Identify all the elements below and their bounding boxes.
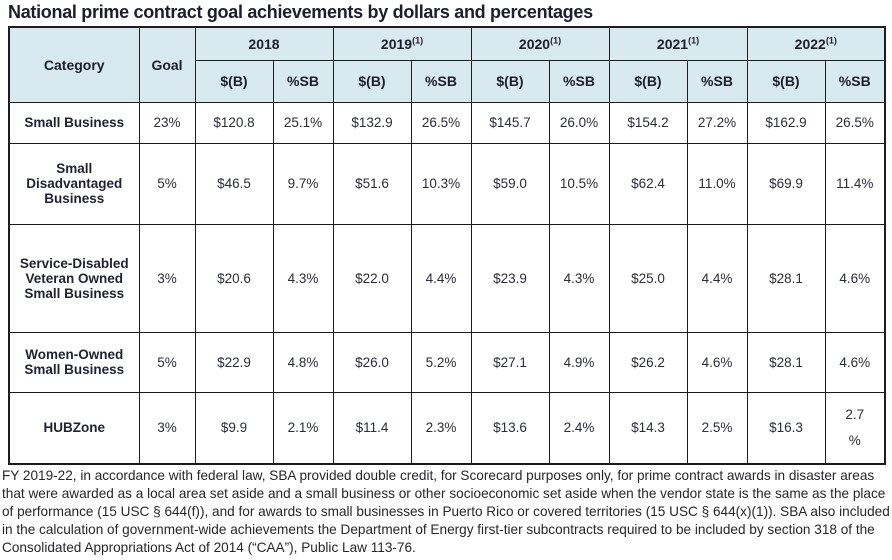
year-label: 2020	[518, 35, 551, 52]
value-cell: $120.8	[194, 101, 274, 144]
category-cell: Women-Owned Small Business	[8, 331, 140, 393]
goal-cell: 3%	[138, 391, 196, 465]
value-cell: $132.9	[332, 101, 412, 144]
percent-header-2018: %SB	[272, 59, 334, 103]
value-cell: 4.6%	[824, 331, 886, 393]
goal-cell: 5%	[138, 142, 196, 225]
value-cell: 2.1%	[272, 391, 334, 465]
table-row-small-disadvantaged-business: Small Disadvantaged Business 5% $46.5 9.…	[8, 142, 886, 225]
value-cell: 4.6%	[686, 331, 748, 393]
value-cell: 4.3%	[548, 223, 610, 333]
value-cell: 4.4%	[410, 223, 472, 333]
value-cell: 10.3%	[410, 142, 472, 225]
footnote-marker: (1)	[550, 35, 562, 46]
measure-header-row: $(B) %SB $(B) %SB $(B) %SB $(B) %SB $(B)…	[9, 59, 886, 103]
dollars-header-2019: $(B)	[332, 59, 412, 103]
table-footnote: FY 2019-22, in accordance with federal l…	[2, 468, 890, 556]
percent-header-2020: %SB	[548, 59, 610, 103]
table-row-small-business: Small Business 23% $120.8 25.1% $132.9 2…	[8, 101, 886, 144]
value-cell: $22.0	[332, 223, 412, 333]
value-cell: $26.2	[608, 331, 688, 393]
value-cell: $62.4	[608, 142, 688, 225]
percent-header-2019: %SB	[410, 59, 472, 103]
value-cell: 5.2%	[410, 331, 472, 393]
value-cell: $51.6	[332, 142, 412, 225]
value-cell: 27.2%	[686, 101, 748, 144]
value-cell: $22.9	[194, 331, 274, 393]
year-header-2018: 2018	[194, 26, 334, 61]
percent-header-2021: %SB	[686, 59, 748, 103]
category-cell: Service-Disabled Veteran Owned Small Bus…	[8, 223, 140, 333]
value-cell: 2.7 %	[824, 391, 886, 465]
value-cell: $13.6	[470, 391, 550, 465]
value-cell: $69.9	[746, 142, 826, 225]
dollars-header-2021: $(B)	[608, 59, 688, 103]
value-cell: $27.1	[470, 331, 550, 393]
year-label: 2019	[380, 35, 413, 52]
goal-cell: 5%	[138, 331, 196, 393]
year-header-2021: 2021(1)	[608, 26, 748, 61]
value-cell: $25.0	[608, 223, 688, 333]
goal-column-header: Goal	[138, 26, 196, 103]
category-cell: HUBZone	[8, 391, 140, 465]
category-cell: Small Business	[8, 101, 140, 144]
value-cell: 9.7%	[272, 142, 334, 225]
percent-header-2022: %SB	[824, 59, 886, 103]
dollars-header-2020: $(B)	[470, 59, 550, 103]
table-row-sdvosb: Service-Disabled Veteran Owned Small Bus…	[8, 223, 886, 333]
goal-cell: 23%	[138, 101, 196, 144]
year-header-2019: 2019(1)	[332, 26, 472, 61]
value-cell: 4.3%	[272, 223, 334, 333]
year-header-row: Category Goal 2018 2019(1) 2020(1) 2021(…	[8, 26, 886, 103]
value-cell: 4.8%	[272, 331, 334, 393]
value-cell: 4.9%	[548, 331, 610, 393]
value-cell: 4.4%	[686, 223, 748, 333]
value-cell: 2.4%	[548, 391, 610, 465]
table-header: Category Goal 2018 2019(1) 2020(1) 2021(…	[8, 26, 886, 103]
table-row-hubzone: HUBZone 3% $9.9 2.1% $11.4 2.3% $13.6 2.…	[8, 391, 886, 465]
value-cell: 11.0%	[686, 142, 748, 225]
value-cell: 10.5%	[548, 142, 610, 225]
value-cell: $59.0	[470, 142, 550, 225]
value-cell: 2.3%	[410, 391, 472, 465]
value-cell: 11.4%	[824, 142, 886, 225]
value-cell: 25.1%	[272, 101, 334, 144]
value-cell: $11.4	[332, 391, 412, 465]
year-label: 2022	[794, 35, 826, 52]
dollars-header-2022: $(B)	[746, 59, 826, 103]
year-label: 2018	[248, 35, 280, 52]
value-cell: $28.1	[746, 223, 826, 333]
goal-achievements-table: Category Goal 2018 2019(1) 2020(1) 2021(…	[8, 26, 886, 465]
value-cell: $26.0	[332, 331, 412, 393]
footnote-marker: (1)	[688, 35, 700, 46]
category-cell: Small Disadvantaged Business	[8, 142, 140, 225]
value-cell: $20.6	[194, 223, 274, 333]
value-cell: $14.3	[608, 391, 688, 465]
dollars-header-2018: $(B)	[194, 59, 274, 103]
value-cell: $154.2	[608, 101, 688, 144]
value-cell: 26.0%	[548, 101, 610, 144]
value-cell: 2.5%	[686, 391, 748, 465]
table-row-women-owned-small-business: Women-Owned Small Business 5% $22.9 4.8%…	[8, 331, 886, 393]
goal-cell: 3%	[138, 223, 196, 333]
category-column-header: Category	[8, 26, 140, 103]
value-cell: $28.1	[746, 331, 826, 393]
year-header-2022: 2022(1)	[746, 26, 886, 61]
value-cell: $23.9	[470, 223, 550, 333]
value-cell: $145.7	[470, 101, 550, 144]
value-cell: 26.5%	[410, 101, 472, 144]
page-title: National prime contract goal achievement…	[8, 2, 593, 22]
year-label: 2021	[656, 35, 689, 52]
year-header-2020: 2020(1)	[470, 26, 610, 61]
value-cell: $46.5	[194, 142, 274, 225]
value-cell: $162.9	[746, 101, 826, 144]
value-cell: $16.3	[746, 391, 826, 465]
footnote-marker: (1)	[412, 35, 424, 46]
value-cell: 26.5%	[824, 101, 886, 144]
footnote-marker: (1)	[825, 35, 837, 46]
value-cell: 4.6%	[824, 223, 886, 333]
table-body: Small Business 23% $120.8 25.1% $132.9 2…	[8, 101, 886, 465]
value-cell: $9.9	[194, 391, 274, 465]
